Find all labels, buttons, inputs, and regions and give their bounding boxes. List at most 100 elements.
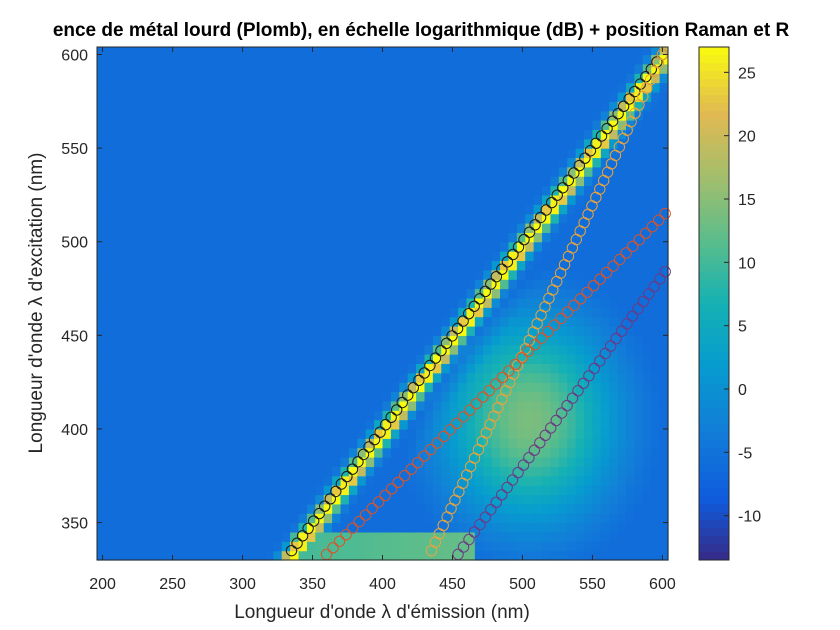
heatmap-cell: [138, 297, 148, 308]
heatmap-cell: [298, 157, 308, 168]
heatmap-cell: [441, 148, 451, 159]
data-point: [479, 285, 491, 298]
heatmap-cell: [340, 522, 350, 533]
heatmap-cell: [600, 344, 610, 355]
heatmap-cell: [281, 101, 291, 112]
heatmap-cell: [558, 447, 568, 458]
heatmap-cell: [332, 325, 342, 336]
heatmap-cell: [164, 129, 174, 140]
heatmap-cell: [155, 503, 165, 514]
heatmap-cell: [214, 213, 224, 224]
heatmap-cell: [340, 363, 350, 374]
heatmap-cell: [113, 438, 123, 449]
heatmap-cell: [609, 447, 619, 458]
heatmap-cell: [399, 120, 409, 130]
heatmap-cell: [449, 447, 459, 458]
heatmap-cell: [214, 316, 224, 327]
heatmap-cell: [180, 438, 190, 449]
heatmap-cell: [600, 148, 610, 159]
heatmap-cell: [105, 522, 115, 533]
heatmap-cell: [197, 251, 207, 262]
heatmap-cell: [432, 82, 442, 93]
heatmap-cell: [239, 372, 249, 383]
heatmap-cell: [105, 354, 115, 365]
colorbar-segment: [699, 351, 729, 361]
data-point: [457, 541, 470, 553]
heatmap-cell: [533, 82, 543, 93]
heatmap-cell: [164, 73, 174, 84]
heatmap-cell: [432, 279, 442, 290]
heatmap-cell: [206, 204, 216, 215]
data-point: [327, 542, 339, 554]
colorbar-tick-label: 10: [738, 255, 756, 272]
heatmap-cell: [315, 138, 325, 149]
data-point: [613, 253, 626, 266]
heatmap-cell: [449, 222, 459, 233]
colorbar-segment: [699, 471, 729, 481]
heatmap-cell: [164, 503, 174, 514]
heatmap-cell: [600, 419, 610, 430]
data-point: [551, 189, 563, 201]
heatmap-cell: [642, 251, 652, 262]
heatmap-cell: [466, 522, 476, 533]
heatmap-cell: [432, 129, 442, 140]
heatmap-cell: [626, 447, 636, 458]
heatmap-cell: [273, 428, 283, 439]
heatmap-cell: [374, 354, 384, 365]
heatmap-cell: [617, 260, 627, 271]
data-point: [512, 466, 524, 479]
heatmap-cell: [399, 176, 409, 187]
heatmap-cell: [222, 400, 232, 411]
heatmap-cell: [180, 419, 190, 430]
heatmap-cell: [264, 241, 274, 252]
heatmap-cell: [323, 251, 333, 262]
data-point: [374, 426, 386, 438]
heatmap-cell: [273, 232, 283, 243]
heatmap-cell: [474, 522, 484, 533]
heatmap-cell: [248, 485, 258, 496]
heatmap-cell: [390, 241, 400, 252]
heatmap-cell: [516, 47, 526, 56]
heatmap-cell: [323, 185, 333, 196]
heatmap-cell: [600, 410, 610, 421]
heatmap-cell: [416, 297, 426, 308]
heatmap-cell: [584, 251, 594, 262]
heatmap-cell: [382, 363, 392, 374]
heatmap-cell: [424, 344, 434, 355]
heatmap-cell: [390, 73, 400, 84]
heatmap-cell: [281, 73, 291, 84]
heatmap-cell: [348, 101, 358, 112]
heatmap-cell: [584, 185, 594, 196]
heatmap-cell: [315, 419, 325, 430]
heatmap-cell: [239, 120, 249, 130]
heatmap-cell: [113, 194, 123, 205]
heatmap-cell: [609, 372, 619, 383]
heatmap-cell: [474, 251, 484, 262]
colorbar-segment: [699, 431, 729, 441]
heatmap-cell: [281, 335, 291, 346]
data-point: [357, 448, 370, 461]
heatmap-cell: [407, 410, 417, 421]
heatmap-cell: [172, 325, 182, 336]
heatmap-cell: [516, 213, 526, 224]
heatmap-cell: [592, 522, 602, 533]
heatmap-cell: [197, 447, 207, 458]
heatmap-cell: [172, 82, 182, 93]
heatmap-cell: [231, 485, 241, 496]
heatmap-cell: [122, 447, 132, 458]
heatmap-cell: [500, 466, 510, 477]
heatmap-cell: [273, 400, 283, 411]
heatmap-cell: [634, 550, 644, 561]
heatmap-cell: [600, 204, 610, 215]
heatmap-cell: [416, 176, 426, 187]
heatmap-cell: [651, 241, 661, 252]
heatmap-cell: [626, 82, 636, 93]
heatmap-cell: [466, 194, 476, 205]
heatmap-cell: [390, 400, 400, 411]
heatmap-cell: [584, 222, 594, 233]
heatmap-cell: [248, 194, 258, 205]
heatmap-cell: [97, 475, 106, 486]
heatmap-cell: [147, 176, 157, 187]
heatmap-cell: [290, 91, 300, 102]
heatmap-cell: [97, 307, 106, 318]
